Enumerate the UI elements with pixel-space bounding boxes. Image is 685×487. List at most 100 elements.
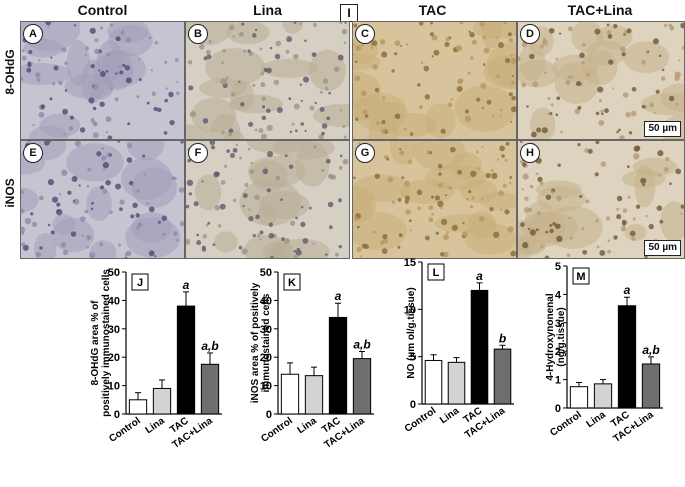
cell-nucleus	[607, 249, 612, 254]
cell-nucleus	[641, 104, 646, 109]
y-tick-label: 0	[410, 399, 416, 411]
cell-nucleus	[616, 130, 619, 134]
cell-nucleus	[532, 81, 539, 88]
cell-nucleus	[379, 39, 386, 45]
tissue-texture	[21, 141, 184, 258]
cell-nucleus	[658, 174, 662, 177]
cell-nucleus	[447, 102, 453, 108]
cell-nucleus	[87, 167, 92, 172]
cell-nucleus	[176, 238, 179, 242]
bar-tac-lina	[493, 348, 512, 405]
cell-nucleus	[381, 248, 388, 255]
cell-nucleus	[157, 220, 161, 224]
cell-nucleus	[256, 233, 261, 238]
tissue-texture	[21, 22, 180, 139]
cell-nucleus	[570, 75, 574, 79]
cell-nucleus	[648, 223, 654, 230]
cell-nucleus	[122, 63, 126, 68]
cell-nucleus	[480, 197, 484, 200]
cell-nucleus	[560, 130, 563, 134]
cell-nucleus	[596, 245, 600, 249]
cell-nucleus	[92, 132, 99, 139]
cell-nucleus	[189, 110, 197, 118]
cell-nucleus	[409, 229, 412, 232]
cell-nucleus	[293, 103, 300, 110]
tissue-region	[660, 201, 684, 242]
cell-nucleus	[226, 149, 230, 153]
cell-nucleus	[203, 56, 208, 61]
cell-nucleus	[584, 148, 590, 153]
cell-nucleus	[431, 195, 435, 199]
cell-nucleus	[370, 46, 373, 50]
cell-nucleus	[69, 115, 74, 120]
cell-nucleus	[408, 219, 412, 223]
tissue-texture	[353, 22, 516, 139]
cell-nucleus	[258, 128, 264, 134]
cell-nucleus	[492, 231, 500, 238]
cell-nucleus	[438, 172, 442, 176]
cell-nucleus	[455, 44, 463, 52]
cell-nucleus	[254, 28, 258, 32]
cell-nucleus	[581, 42, 586, 47]
cell-nucleus	[397, 245, 401, 249]
cell-nucleus	[361, 44, 364, 47]
cell-nucleus	[495, 35, 498, 39]
cell-nucleus	[135, 213, 140, 218]
cell-nucleus	[552, 221, 557, 226]
cell-nucleus	[289, 220, 296, 226]
cell-nucleus	[51, 196, 59, 203]
bar-tac-lina	[641, 363, 661, 409]
cell-nucleus	[86, 184, 90, 188]
significance-label: a	[335, 289, 342, 303]
cell-nucleus	[522, 173, 529, 180]
cell-nucleus	[353, 23, 358, 28]
panel-letter: E	[23, 143, 43, 163]
cell-nucleus	[653, 111, 656, 115]
cell-nucleus	[225, 77, 228, 80]
cell-nucleus	[339, 22, 343, 24]
cell-nucleus	[544, 71, 548, 75]
cell-nucleus	[131, 183, 134, 187]
tissue-region	[126, 141, 165, 161]
cell-nucleus	[594, 172, 599, 177]
cell-nucleus	[501, 154, 505, 158]
cell-nucleus	[416, 189, 423, 196]
cell-nucleus	[325, 158, 331, 164]
cell-nucleus	[632, 217, 636, 221]
cell-nucleus	[537, 176, 543, 182]
cell-nucleus	[374, 173, 381, 179]
cell-nucleus	[577, 142, 581, 147]
cell-nucleus	[397, 197, 402, 202]
cell-nucleus	[228, 132, 233, 137]
cell-nucleus	[295, 216, 298, 220]
cell-nucleus	[511, 95, 516, 101]
cell-nucleus	[504, 158, 508, 162]
cell-nucleus	[644, 255, 648, 258]
cell-nucleus	[542, 39, 548, 46]
cell-nucleus	[404, 199, 409, 204]
bar-lina	[152, 387, 172, 415]
cell-nucleus	[431, 34, 438, 41]
cell-nucleus	[360, 255, 363, 258]
tissue-region	[248, 155, 306, 188]
cell-nucleus	[260, 82, 266, 88]
cell-nucleus	[526, 105, 529, 108]
significance-label: a,b	[642, 343, 659, 357]
cell-nucleus	[81, 234, 84, 237]
cell-nucleus	[477, 166, 480, 170]
cell-nucleus	[417, 206, 421, 211]
cell-nucleus	[566, 253, 571, 258]
cell-nucleus	[547, 96, 551, 100]
significance-label: a,b	[353, 338, 370, 352]
cell-nucleus	[446, 231, 449, 234]
cell-nucleus	[364, 114, 369, 118]
cell-nucleus	[466, 197, 469, 201]
cell-nucleus	[645, 51, 649, 54]
y-axis-label-line2: positively immunostained cells	[101, 269, 112, 417]
cell-nucleus	[529, 184, 534, 189]
cell-nucleus	[50, 230, 55, 235]
cell-nucleus	[202, 118, 209, 124]
cell-nucleus	[555, 113, 559, 117]
cell-nucleus	[481, 145, 484, 148]
cell-nucleus	[467, 71, 471, 75]
